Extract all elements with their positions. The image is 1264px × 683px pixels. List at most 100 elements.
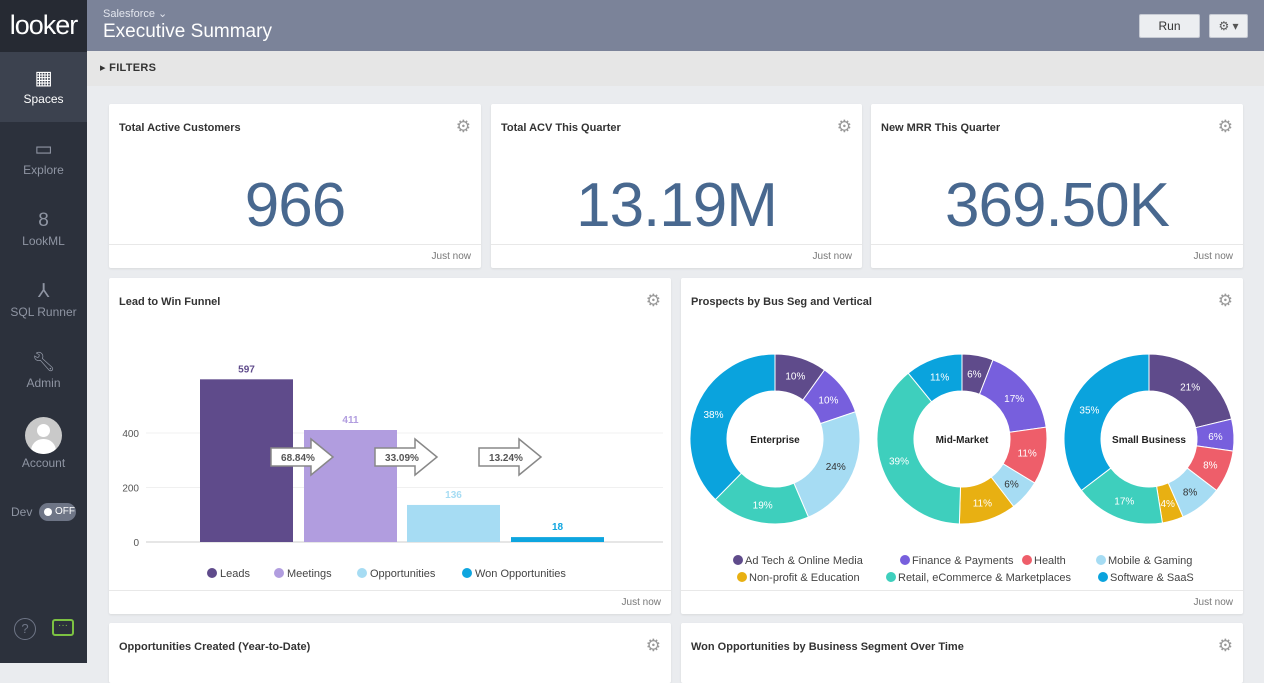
breadcrumb[interactable]: Salesforce ⌄ <box>103 8 168 20</box>
tile-new-mrr: New MRR This Quarter ⚙ 369.50K Just now <box>871 104 1243 268</box>
dev-mode-toggle[interactable]: OFF <box>39 503 76 521</box>
avatar[interactable] <box>25 417 62 454</box>
sidebar-item-admin[interactable]: 🔧︎ Admin <box>0 336 87 406</box>
slice-label: 6% <box>1208 432 1223 443</box>
grid-icon: ▦ <box>34 68 53 89</box>
tile-updated: Just now <box>109 244 481 268</box>
legend-item: Won Opportunities <box>475 568 566 580</box>
gear-icon[interactable]: ⚙ <box>836 117 852 136</box>
slice-label: 39% <box>889 456 909 467</box>
sidebar-item-label: Admin <box>26 376 61 390</box>
slice-label: 24% <box>826 462 846 473</box>
run-button[interactable]: Run <box>1139 14 1200 38</box>
gear-icon[interactable]: ⚙ <box>455 117 471 136</box>
help-icon[interactable]: ? <box>14 618 36 640</box>
y-tick-label: 200 <box>122 484 139 495</box>
slice-label: 10% <box>785 372 805 383</box>
slice-label: 21% <box>1180 383 1200 394</box>
single-value: 966 <box>244 171 346 240</box>
donut-slice <box>1063 353 1150 492</box>
conversion-label: 33.09% <box>385 453 419 464</box>
filters-toggle[interactable]: ▸ FILTERS <box>87 51 1264 86</box>
lookml-icon: 8 <box>38 210 49 231</box>
conversion-label: 13.24% <box>489 453 523 464</box>
legend-dot <box>733 555 743 565</box>
chat-icon[interactable]: ··· <box>52 619 74 636</box>
tile-title: Won Opportunities by Business Segment Ov… <box>691 641 964 653</box>
legend-dot <box>274 568 284 578</box>
dashboard-settings-button[interactable]: ⚙ ▾ <box>1209 14 1248 38</box>
gear-icon[interactable]: ⚙ <box>1217 291 1233 310</box>
tile-title: Total Active Customers <box>119 122 241 134</box>
sidebar-item-sql-runner[interactable]: ⅄ SQL Runner <box>0 265 87 335</box>
sidebar-item-label: SQL Runner <box>10 305 77 319</box>
legend-item: Ad Tech & Online Media <box>745 555 864 567</box>
legend-item: Retail, eCommerce & Marketplaces <box>898 572 1072 584</box>
tile-total-acv: Total ACV This Quarter ⚙ 13.19M Just now <box>491 104 862 268</box>
tile-updated: Just now <box>871 244 1243 268</box>
compass-icon: ⅄ <box>37 281 50 302</box>
data-label: 597 <box>238 364 255 375</box>
sidebar-item-explore[interactable]: ▭ Explore <box>0 123 87 193</box>
data-label: 136 <box>445 490 462 501</box>
slice-label: 11% <box>973 498 992 509</box>
gear-icon[interactable]: ⚙ <box>645 291 661 310</box>
legend-dot <box>462 568 472 578</box>
slice-label: 19% <box>753 500 773 511</box>
legend-dot <box>207 568 217 578</box>
tile-title: Lead to Win Funnel <box>119 296 221 308</box>
tile-title: New MRR This Quarter <box>881 122 1001 134</box>
tile-title: Prospects by Bus Seg and Vertical <box>691 296 872 308</box>
slice-label: 6% <box>1004 479 1019 490</box>
slice-label: 11% <box>930 372 949 383</box>
sidebar-item-spaces[interactable]: ▦ Spaces <box>0 52 87 122</box>
conversion-arrow <box>270 437 335 477</box>
y-tick-label: 400 <box>122 429 139 440</box>
legend-item: Finance & Payments <box>912 555 1014 567</box>
sidebar-item-label: Spaces <box>23 92 64 106</box>
legend-dot <box>737 572 747 582</box>
sidebar-item-lookml[interactable]: 8 LookML <box>0 194 87 264</box>
sidebar-item-label: LookML <box>22 234 65 248</box>
account-label[interactable]: Account <box>21 456 66 470</box>
conversion-label: 68.84% <box>281 453 315 464</box>
funnel-chart: 0 200 400 597 411 136 18 68.84% 33.09% 13.24% Lead… <box>122 364 663 580</box>
slice-label: 17% <box>1114 497 1134 508</box>
y-tick-label: 0 <box>133 538 139 549</box>
dev-label: Dev <box>11 505 33 519</box>
sidebar: looker ▦ Spaces ▭ Explore 8 LookML ⅄ SQL Run… <box>0 0 87 663</box>
tile-lead-to-win-funnel: Lead to Win Funnel ⚙ 0 200 400 597 411 136 18 6… <box>109 278 671 614</box>
slice-label: 35% <box>1079 405 1099 416</box>
data-label: 18 <box>552 522 564 533</box>
slice-label: 8% <box>1203 461 1218 472</box>
legend-item: Non-profit & Education <box>749 572 860 584</box>
slice-label: 4% <box>1161 499 1176 510</box>
legend-dot <box>900 555 910 565</box>
legend-item: Leads <box>220 568 250 580</box>
gear-icon[interactable]: ⚙ <box>1217 636 1233 655</box>
flashlight-icon: ▭ <box>34 139 53 160</box>
legend-item: Software & SaaS <box>1110 572 1194 584</box>
tile-updated: Just now <box>109 590 671 614</box>
data-label: 411 <box>342 415 359 426</box>
donut-center-label: Mid-Market <box>936 435 989 446</box>
wrench-icon: 🔧︎ <box>31 352 56 373</box>
gear-icon[interactable]: ⚙ <box>1217 117 1233 136</box>
page-title: Executive Summary <box>103 21 272 42</box>
slice-label: 11% <box>1018 448 1037 459</box>
slice-label: 6% <box>967 370 982 381</box>
donut-center-label: Small Business <box>1112 435 1186 446</box>
looker-logo[interactable]: looker <box>0 0 87 52</box>
donut-slice <box>689 353 776 501</box>
legend-dot <box>1022 555 1032 565</box>
donut-slice <box>907 353 963 403</box>
legend-dot <box>886 572 896 582</box>
legend-dot <box>357 568 367 578</box>
slice-label: 17% <box>1004 394 1024 405</box>
tile-updated: Just now <box>491 244 862 268</box>
legend-item: Opportunities <box>370 568 436 580</box>
gear-icon[interactable]: ⚙ <box>645 636 661 655</box>
header: Salesforce ⌄ Executive Summary Run ⚙ ▾ <box>87 0 1264 51</box>
conversion-arrow <box>478 437 543 477</box>
slice-label: 38% <box>703 410 723 421</box>
